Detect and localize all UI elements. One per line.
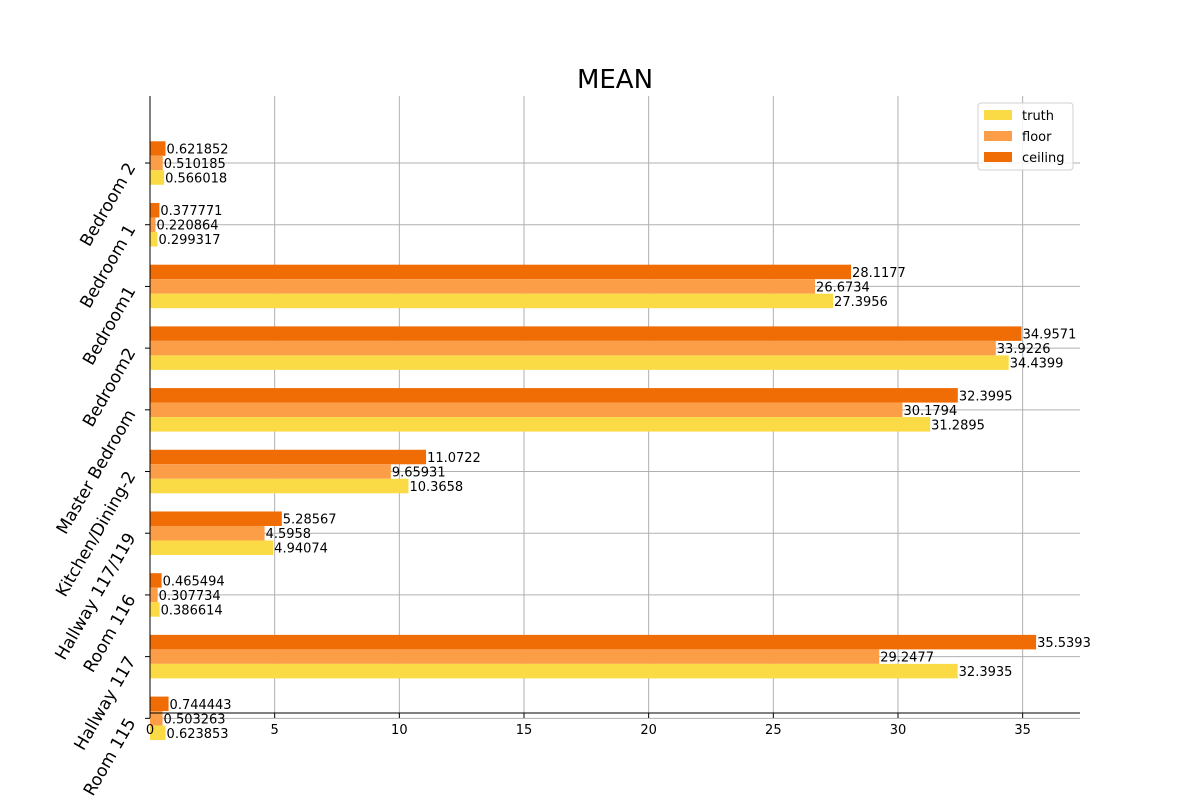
x-tick-label: 30 bbox=[890, 723, 907, 738]
bar-floor bbox=[150, 711, 163, 726]
data-label-truth: 0.299317 bbox=[158, 233, 220, 248]
bar-truth bbox=[150, 540, 274, 555]
x-tick-label: 25 bbox=[765, 723, 782, 738]
data-label-truth: 10.3658 bbox=[409, 480, 463, 495]
data-label-ceiling: 0.744443 bbox=[170, 698, 232, 713]
data-label-truth: 27.3956 bbox=[834, 295, 888, 310]
chart-title: MEAN bbox=[577, 65, 653, 95]
bar-truth bbox=[150, 417, 931, 432]
data-label-truth: 0.566018 bbox=[165, 172, 227, 187]
legend-swatch-truth bbox=[984, 110, 1012, 120]
bar-floor bbox=[150, 155, 163, 171]
data-label-ceiling: 32.3995 bbox=[959, 389, 1013, 404]
data-label-floor: 30.1794 bbox=[903, 404, 957, 419]
data-label-floor: 0.510185 bbox=[164, 157, 226, 172]
x-tick-label: 10 bbox=[391, 723, 408, 738]
legend-swatch-floor bbox=[984, 131, 1012, 141]
bar-ceiling bbox=[150, 326, 1022, 341]
data-label-ceiling: 0.465494 bbox=[163, 574, 225, 589]
legend-label-ceiling: ceiling bbox=[1022, 151, 1064, 166]
data-label-ceiling: 0.377771 bbox=[160, 204, 222, 219]
data-label-floor: 4.5958 bbox=[266, 527, 312, 542]
bar-ceiling bbox=[150, 634, 1037, 650]
x-tick-label: 20 bbox=[640, 723, 657, 738]
bar-ceiling bbox=[150, 449, 427, 465]
data-label-floor: 0.503263 bbox=[164, 712, 226, 727]
bar-ceiling bbox=[150, 141, 166, 156]
bars bbox=[150, 141, 1037, 741]
bar-truth bbox=[150, 725, 166, 741]
bar-ceiling bbox=[150, 696, 169, 712]
bar-ceiling bbox=[150, 202, 160, 218]
x-tick-label: 35 bbox=[1014, 723, 1031, 738]
legend-label-truth: truth bbox=[1022, 109, 1054, 124]
x-tick-label: 5 bbox=[271, 723, 279, 738]
bar-floor bbox=[150, 464, 391, 479]
bar-floor bbox=[150, 587, 158, 603]
data-label-truth: 34.4399 bbox=[1010, 357, 1064, 372]
x-tick-label: 15 bbox=[516, 723, 533, 738]
data-label-ceiling: 28.1177 bbox=[852, 266, 906, 281]
bar-floor bbox=[150, 525, 265, 541]
data-label-floor: 26.6734 bbox=[816, 280, 870, 295]
bar-floor bbox=[150, 649, 880, 664]
bar-truth bbox=[150, 602, 160, 617]
data-label-ceiling: 35.5393 bbox=[1037, 636, 1091, 651]
x-tick-label: 0 bbox=[146, 723, 154, 738]
data-label-truth: 0.623853 bbox=[167, 727, 229, 742]
legend-swatch-ceiling bbox=[984, 152, 1012, 162]
data-label-floor: 0.307734 bbox=[159, 589, 221, 604]
data-label-truth: 31.2895 bbox=[931, 418, 985, 433]
data-label-truth: 4.94074 bbox=[274, 542, 328, 557]
bar-truth bbox=[150, 170, 165, 185]
bar-ceiling bbox=[150, 388, 958, 403]
bar-floor bbox=[150, 340, 996, 356]
bar-truth bbox=[150, 663, 958, 679]
bar-truth bbox=[150, 355, 1009, 370]
bar-floor bbox=[150, 217, 156, 232]
bar-ceiling bbox=[150, 511, 282, 526]
data-label-floor: 33.9226 bbox=[997, 342, 1051, 357]
legend: truth floor ceiling bbox=[977, 102, 1074, 171]
bar-truth bbox=[150, 293, 834, 309]
data-label-ceiling: 11.0722 bbox=[427, 451, 481, 466]
bar-truth bbox=[150, 478, 409, 494]
data-label-truth: 0.386614 bbox=[161, 603, 223, 618]
bar-truth bbox=[150, 231, 158, 247]
data-label-ceiling: 5.28567 bbox=[283, 513, 337, 528]
data-label-ceiling: 34.9571 bbox=[1023, 328, 1077, 343]
bar-ceiling bbox=[150, 573, 162, 588]
data-label-truth: 32.3935 bbox=[959, 665, 1013, 680]
data-label-floor: 0.220864 bbox=[157, 219, 219, 234]
bar-floor bbox=[150, 279, 816, 294]
data-label-ceiling: 0.621852 bbox=[167, 143, 229, 158]
bar-floor bbox=[150, 402, 903, 418]
legend-label-floor: floor bbox=[1022, 130, 1052, 145]
bar-ceiling bbox=[150, 264, 852, 280]
data-label-floor: 29.2477 bbox=[880, 651, 934, 666]
data-label-floor: 9.65931 bbox=[392, 466, 446, 481]
